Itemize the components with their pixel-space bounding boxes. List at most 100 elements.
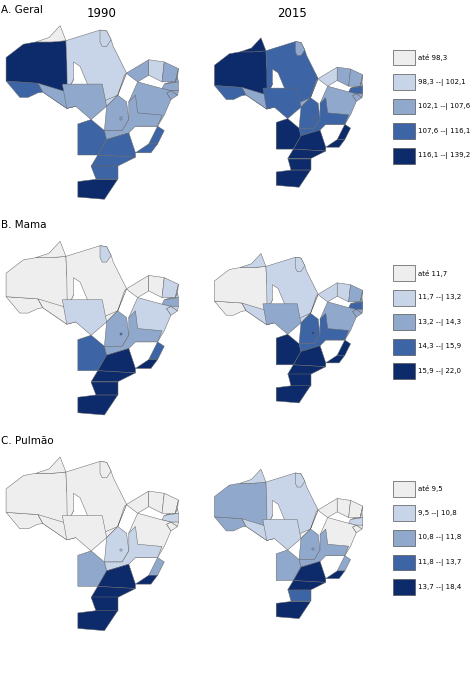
Text: 10,8 --| 11,8: 10,8 --| 11,8 (419, 534, 462, 541)
Polygon shape (78, 335, 107, 371)
Polygon shape (166, 91, 178, 100)
Polygon shape (129, 297, 171, 342)
Text: 11,7 --| 13,2: 11,7 --| 13,2 (419, 294, 462, 301)
Polygon shape (288, 590, 310, 601)
Polygon shape (240, 38, 266, 52)
Bar (393, 74, 415, 90)
Bar (393, 506, 415, 521)
Polygon shape (353, 525, 362, 533)
Text: até 11,7: até 11,7 (419, 270, 448, 276)
Polygon shape (293, 561, 326, 582)
Polygon shape (91, 597, 118, 611)
Polygon shape (349, 86, 363, 94)
Polygon shape (242, 519, 274, 541)
Polygon shape (297, 79, 318, 107)
Polygon shape (98, 348, 136, 373)
Text: 98,3 --| 102,1: 98,3 --| 102,1 (419, 78, 466, 86)
Polygon shape (266, 473, 318, 539)
Text: 107,6 --| 116,1: 107,6 --| 116,1 (419, 127, 471, 135)
Polygon shape (288, 580, 326, 590)
Polygon shape (104, 311, 129, 346)
Polygon shape (164, 509, 178, 516)
Polygon shape (6, 81, 43, 97)
Polygon shape (297, 295, 318, 323)
Polygon shape (360, 75, 363, 86)
Polygon shape (63, 516, 107, 551)
Polygon shape (293, 346, 326, 367)
Polygon shape (299, 529, 349, 567)
Polygon shape (214, 517, 246, 531)
Polygon shape (104, 95, 129, 131)
Text: 1990: 1990 (87, 7, 117, 20)
Bar (393, 481, 415, 497)
Polygon shape (295, 42, 305, 56)
Polygon shape (356, 525, 363, 529)
Polygon shape (214, 86, 246, 100)
Text: A. Geral: A. Geral (0, 5, 43, 15)
Polygon shape (102, 73, 127, 106)
Polygon shape (288, 158, 310, 170)
Polygon shape (242, 303, 274, 325)
Polygon shape (276, 334, 301, 365)
Polygon shape (276, 170, 310, 187)
Polygon shape (100, 30, 111, 47)
Polygon shape (162, 82, 178, 91)
Polygon shape (127, 60, 149, 82)
Polygon shape (104, 95, 162, 140)
Polygon shape (100, 462, 111, 478)
Polygon shape (337, 555, 351, 571)
Polygon shape (149, 60, 164, 82)
Polygon shape (162, 278, 178, 297)
Polygon shape (136, 144, 158, 153)
Polygon shape (299, 98, 320, 128)
Polygon shape (98, 133, 136, 157)
Polygon shape (149, 342, 164, 360)
Polygon shape (312, 548, 314, 550)
Polygon shape (263, 304, 301, 334)
Polygon shape (162, 62, 178, 82)
Bar (393, 363, 415, 379)
Polygon shape (337, 124, 351, 140)
Bar (393, 148, 415, 164)
Bar (393, 290, 415, 305)
Polygon shape (120, 549, 122, 551)
Polygon shape (38, 83, 76, 109)
Polygon shape (263, 88, 301, 119)
Polygon shape (166, 307, 178, 315)
Polygon shape (78, 179, 118, 200)
Bar (393, 530, 415, 546)
Polygon shape (276, 119, 301, 149)
Polygon shape (175, 500, 178, 513)
Polygon shape (127, 276, 149, 297)
Polygon shape (78, 119, 107, 155)
Polygon shape (349, 302, 363, 309)
Polygon shape (129, 513, 171, 557)
Polygon shape (288, 365, 326, 374)
Polygon shape (276, 550, 301, 580)
Text: 11,8 --| 13,7: 11,8 --| 13,7 (419, 559, 462, 566)
Text: até 9,5: até 9,5 (419, 485, 443, 492)
Polygon shape (349, 284, 363, 302)
Polygon shape (356, 94, 363, 98)
Polygon shape (6, 256, 76, 324)
Polygon shape (102, 288, 127, 322)
Polygon shape (164, 78, 178, 84)
Polygon shape (104, 526, 129, 562)
Polygon shape (91, 586, 136, 597)
Polygon shape (171, 307, 178, 311)
Text: 14,3 --| 15,9: 14,3 --| 15,9 (419, 343, 462, 350)
Polygon shape (353, 309, 362, 317)
Polygon shape (288, 149, 326, 158)
Polygon shape (320, 518, 356, 555)
Bar (393, 314, 415, 330)
Polygon shape (6, 472, 76, 540)
Polygon shape (36, 241, 66, 257)
Polygon shape (214, 266, 274, 325)
Bar (393, 50, 415, 65)
Polygon shape (162, 297, 178, 307)
Polygon shape (38, 514, 76, 540)
Polygon shape (353, 94, 362, 102)
Polygon shape (351, 514, 363, 520)
Polygon shape (337, 499, 351, 518)
Polygon shape (214, 51, 274, 109)
